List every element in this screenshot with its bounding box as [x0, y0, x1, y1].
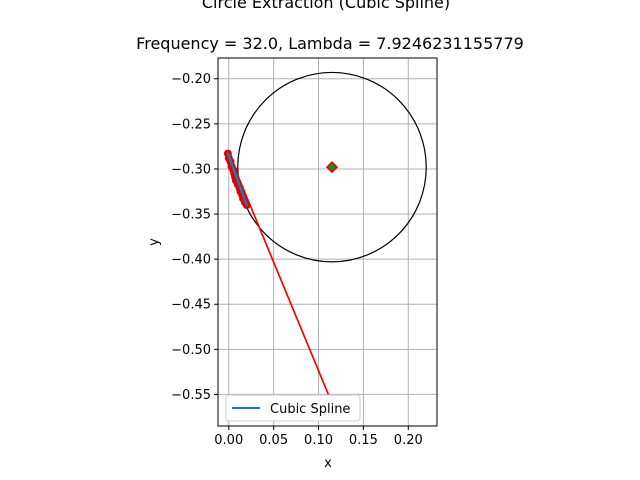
y-tick-label: −0.35 — [171, 208, 211, 223]
y-tick-label: −0.25 — [171, 117, 211, 132]
y-tick-label: −0.40 — [171, 253, 211, 268]
x-tick-label: 0.05 — [259, 433, 288, 448]
x-axis-label: x — [324, 456, 332, 471]
ticks: 0.00 0.05 0.10 0.15 0.20 −0.20 −0.25 −0.30 −0.35… — [171, 72, 423, 448]
fitted-circle — [237, 71, 427, 263]
y-tick-label: −0.50 — [171, 343, 211, 358]
data-layer — [223, 71, 427, 400]
y-tick-label: −0.55 — [171, 388, 211, 403]
x-tick-label: 0.10 — [304, 433, 333, 448]
legend-box — [225, 394, 361, 422]
x-tick-label: 0.00 — [214, 433, 243, 448]
chart-title: Circle Extraction (Cubic Spline) — [202, 0, 450, 12]
circle-center-marker — [325, 161, 339, 174]
y-tick-label: −0.20 — [171, 72, 211, 87]
y-tick-label: −0.30 — [171, 162, 211, 177]
x-tick-label: 0.20 — [394, 433, 423, 448]
legend-label-cubic-spline: Cubic Spline — [270, 402, 350, 417]
plot-area — [218, 58, 437, 426]
cubic-spline-line — [226, 152, 248, 207]
chart-subtitle: Frequency = 32.0, Lambda = 7.92462311557… — [136, 34, 524, 53]
y-tick-label: −0.45 — [171, 298, 211, 313]
y-axis-label: y — [147, 238, 162, 246]
legend: Cubic Spline — [225, 394, 361, 422]
plot-frame — [217, 57, 438, 427]
x-tick-label: 0.15 — [349, 433, 378, 448]
